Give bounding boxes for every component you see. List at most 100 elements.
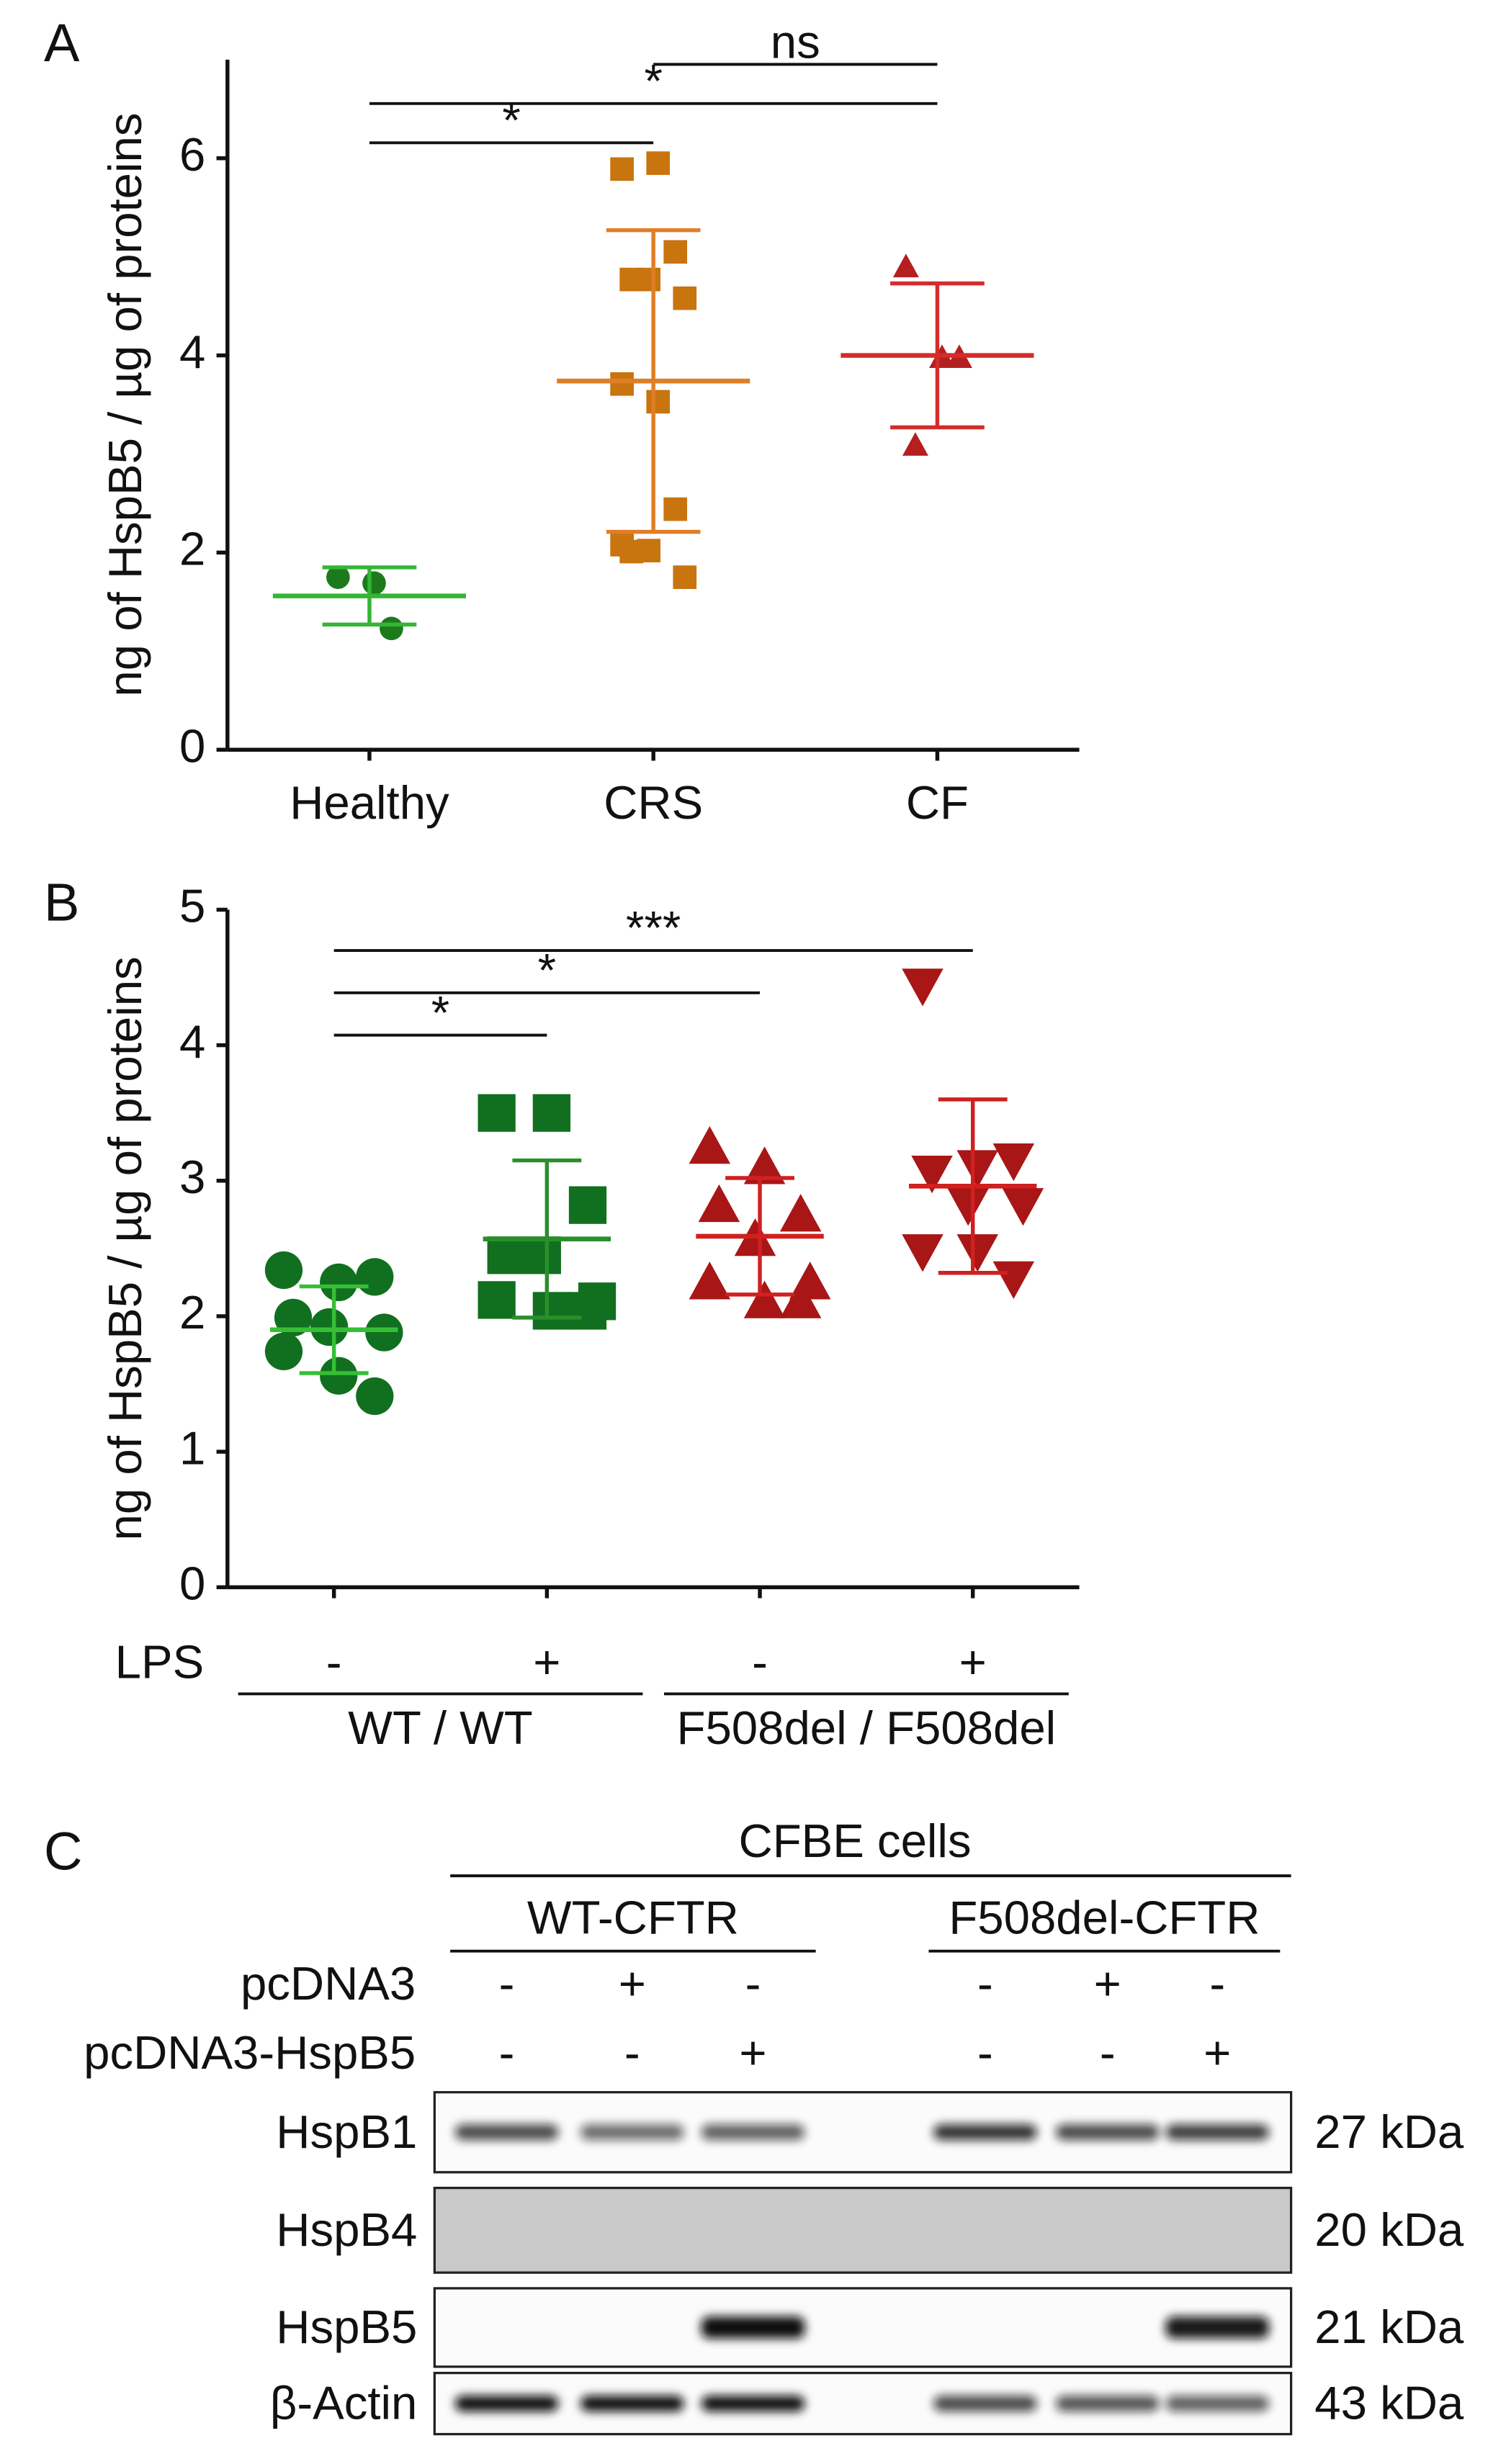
point	[992, 1143, 1035, 1182]
y-tick-label: 3	[179, 1151, 205, 1203]
point	[320, 1357, 358, 1395]
band	[1165, 2316, 1270, 2339]
point	[673, 565, 697, 589]
y-tick-label: 6	[179, 128, 205, 181]
x-tick-label: CF	[906, 776, 969, 829]
band	[933, 2396, 1037, 2411]
point	[310, 1308, 349, 1346]
group-label: F508del-CFTR	[949, 1892, 1260, 1944]
point	[568, 1186, 607, 1224]
treatment-sign: -	[1209, 1957, 1225, 2010]
point	[568, 1292, 607, 1330]
x-tick-label: -	[752, 1636, 768, 1689]
x-axis-label: LPS	[115, 1636, 204, 1689]
band	[1055, 2396, 1160, 2411]
point	[689, 1262, 731, 1300]
blot-box	[433, 2091, 1293, 2174]
point	[902, 432, 928, 456]
treatment-sign: +	[1094, 1957, 1121, 2010]
significance-label: *	[431, 986, 449, 1039]
point	[637, 267, 660, 292]
significance-label: *	[502, 94, 520, 146]
point	[362, 571, 386, 595]
point	[610, 372, 634, 396]
treatment-sign: -	[977, 1957, 993, 2010]
point	[902, 1234, 944, 1272]
point	[743, 1280, 786, 1318]
point	[356, 1377, 394, 1416]
row-label: HspB5	[276, 2301, 417, 2353]
panel: Ang of HspB5 / µg of proteins 0 2 4 6 Healthy…	[44, 13, 1080, 829]
row-size: 21 kDa	[1314, 2301, 1464, 2353]
significance-label: *	[538, 944, 556, 997]
x-tick-label: Healthy	[290, 776, 449, 829]
treatment-sign: -	[977, 2026, 993, 2079]
significance-label: ***	[626, 901, 681, 954]
row-size: 20 kDa	[1314, 2203, 1464, 2256]
blot-box	[433, 2371, 1293, 2436]
row-size: 27 kDa	[1314, 2105, 1464, 2158]
band	[454, 2396, 559, 2411]
point	[380, 616, 403, 641]
significance-label: *	[644, 55, 662, 107]
band	[580, 2124, 684, 2141]
blot-box	[433, 2287, 1293, 2368]
band	[454, 2124, 559, 2141]
y-tick-label: 2	[179, 1286, 205, 1339]
group-label: WT / WT	[348, 1701, 532, 1754]
point	[646, 390, 671, 414]
point	[487, 1236, 525, 1274]
panel: Bng of HspB5 / µg of proteins 0 1 2 3 4 5 - + - + L…	[44, 873, 1080, 1754]
point	[779, 1194, 822, 1232]
point	[663, 497, 688, 521]
band	[701, 2396, 805, 2411]
y-axis-label: ng of HspB5 / µg of proteins	[99, 956, 151, 1540]
y-tick-label: 0	[179, 719, 205, 772]
treatment-sign: -	[499, 1957, 515, 2010]
point	[663, 240, 688, 264]
point	[523, 1236, 561, 1274]
point	[779, 1280, 822, 1318]
y-tick-label: 4	[179, 1015, 205, 1068]
point	[698, 1184, 740, 1223]
point	[637, 539, 660, 563]
blot-title: CFBE cells	[739, 1815, 972, 1867]
y-axis-label: ng of HspB5 / µg of proteins	[99, 112, 151, 696]
point	[743, 1146, 786, 1184]
significance-label: ns	[771, 16, 820, 68]
band	[701, 2124, 805, 2141]
point	[911, 1155, 953, 1194]
point	[1002, 1188, 1044, 1226]
panel-label: C	[44, 1821, 82, 1881]
point	[956, 1234, 998, 1272]
point	[532, 1292, 571, 1330]
point	[274, 1298, 313, 1336]
point	[992, 1261, 1035, 1300]
treatment-label: pcDNA3-HspB5	[84, 2026, 416, 2079]
treatment-label: pcDNA3	[241, 1957, 416, 2010]
band	[933, 2124, 1037, 2141]
point	[902, 968, 944, 1007]
point	[673, 286, 697, 310]
point	[947, 1188, 989, 1226]
point	[264, 1251, 303, 1290]
treatment-sign: +	[739, 2026, 766, 2079]
band	[1055, 2124, 1160, 2141]
row-size: 43 kDa	[1314, 2377, 1464, 2429]
y-tick-label: 5	[179, 880, 205, 932]
point	[478, 1281, 516, 1319]
group-label: WT-CFTR	[527, 1892, 739, 1944]
row-label: HspB1	[276, 2105, 417, 2158]
point	[365, 1313, 403, 1352]
blot-box	[433, 2186, 1293, 2274]
point	[956, 1150, 998, 1188]
band	[701, 2316, 805, 2339]
point	[610, 533, 634, 557]
treatment-sign: -	[1100, 2026, 1116, 2079]
treatment-sign: +	[1204, 2026, 1231, 2079]
band	[580, 2396, 684, 2411]
row-label: HspB4	[276, 2203, 417, 2256]
y-tick-label: 0	[179, 1557, 205, 1610]
y-tick-label: 1	[179, 1421, 205, 1474]
